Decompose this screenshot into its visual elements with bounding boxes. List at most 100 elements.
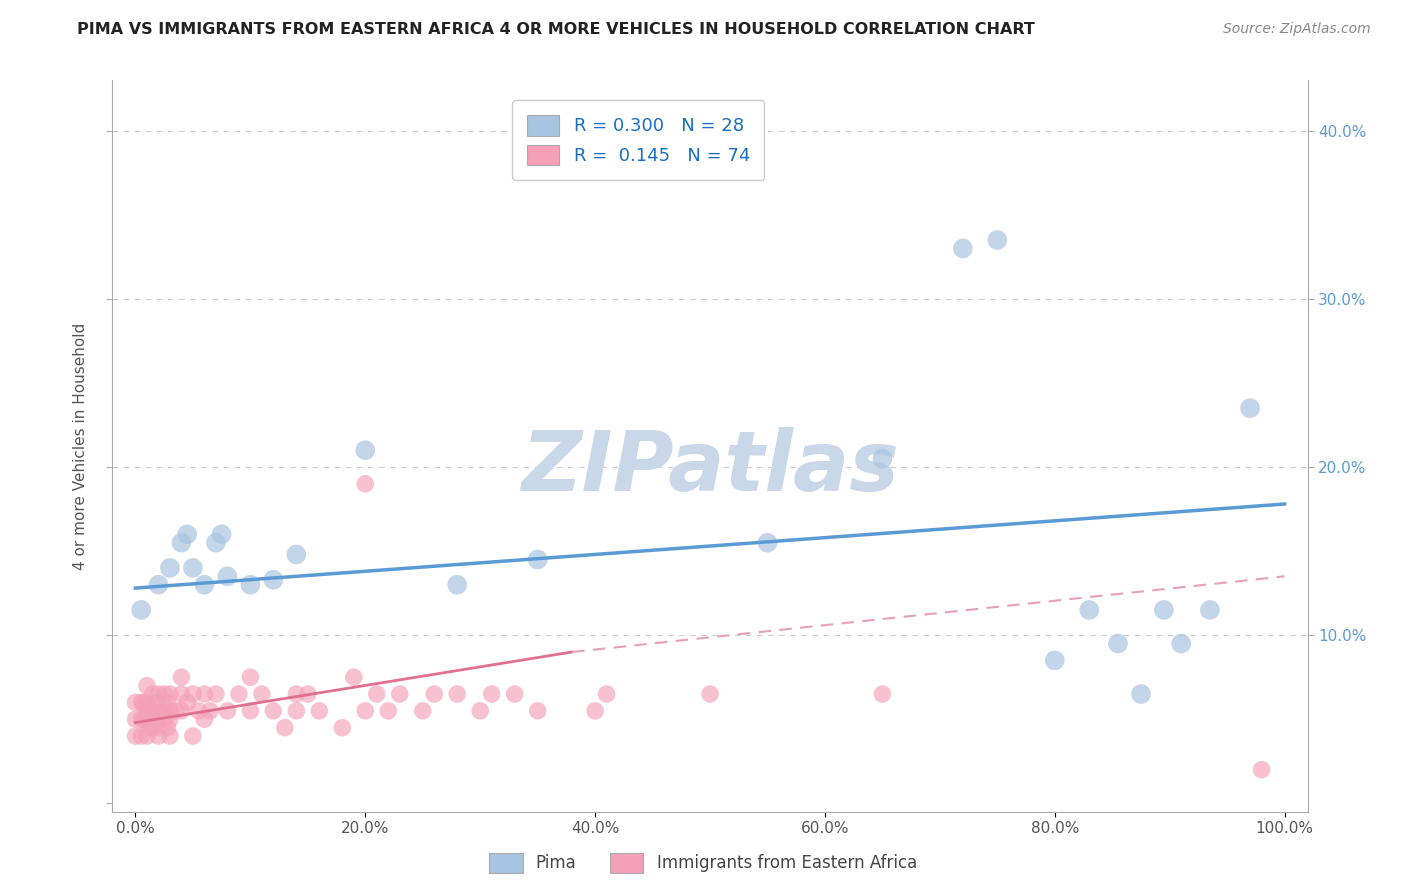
Point <box>952 242 974 256</box>
Point <box>148 578 170 592</box>
Point <box>211 527 233 541</box>
Point <box>142 721 165 735</box>
Point <box>156 695 179 709</box>
Point <box>176 695 198 709</box>
Point <box>1043 653 1066 667</box>
Point <box>412 704 434 718</box>
Point <box>1170 636 1192 650</box>
Point <box>872 451 894 466</box>
Point <box>129 695 152 709</box>
Point <box>297 687 319 701</box>
Text: ZIPatlas: ZIPatlas <box>522 427 898 508</box>
Point <box>148 687 170 701</box>
Point <box>285 687 308 701</box>
Point <box>148 721 170 735</box>
Point <box>699 687 721 701</box>
Point <box>181 687 204 701</box>
Point <box>228 687 250 701</box>
Point <box>377 704 399 718</box>
Point <box>205 687 228 701</box>
Point <box>354 704 377 718</box>
Point <box>145 695 167 709</box>
Point <box>181 729 204 743</box>
Point <box>1153 603 1175 617</box>
Point <box>1239 401 1261 416</box>
Point <box>187 704 209 718</box>
Point <box>170 670 193 684</box>
Point <box>1199 603 1222 617</box>
Point <box>170 535 193 549</box>
Point <box>872 687 894 701</box>
Point <box>217 704 239 718</box>
Point <box>136 729 159 743</box>
Point <box>148 704 170 718</box>
Point <box>239 704 262 718</box>
Point <box>145 712 167 726</box>
Point <box>285 704 308 718</box>
Point <box>165 704 187 718</box>
Point <box>170 687 193 701</box>
Point <box>1107 636 1129 650</box>
Point <box>138 721 160 735</box>
Point <box>193 712 215 726</box>
Point <box>136 712 159 726</box>
Point <box>181 561 204 575</box>
Legend: R = 0.300   N = 28, R =  0.145   N = 74: R = 0.300 N = 28, R = 0.145 N = 74 <box>512 100 765 180</box>
Legend: Pima, Immigrants from Eastern Africa: Pima, Immigrants from Eastern Africa <box>482 847 924 880</box>
Point <box>1129 687 1152 701</box>
Point <box>239 670 262 684</box>
Point <box>153 704 176 718</box>
Point <box>159 729 181 743</box>
Y-axis label: 4 or more Vehicles in Household: 4 or more Vehicles in Household <box>73 322 89 570</box>
Point <box>129 712 152 726</box>
Point <box>262 704 284 718</box>
Point <box>132 695 155 709</box>
Point <box>343 670 366 684</box>
Point <box>986 233 1008 247</box>
Point <box>217 569 239 583</box>
Point <box>159 712 181 726</box>
Point <box>148 729 170 743</box>
Point <box>239 578 262 592</box>
Point <box>470 704 492 718</box>
Point <box>136 704 159 718</box>
Point <box>274 721 297 735</box>
Point <box>129 729 152 743</box>
Point <box>366 687 388 701</box>
Point <box>481 687 503 701</box>
Point <box>124 695 146 709</box>
Point <box>1078 603 1101 617</box>
Point <box>124 729 146 743</box>
Point <box>583 704 606 718</box>
Point <box>595 687 617 701</box>
Point <box>159 687 181 701</box>
Point <box>132 712 155 726</box>
Point <box>503 687 526 701</box>
Point <box>153 712 176 726</box>
Point <box>423 687 446 701</box>
Point <box>308 704 330 718</box>
Point <box>136 679 159 693</box>
Point <box>193 578 215 592</box>
Point <box>262 573 284 587</box>
Point <box>756 535 779 549</box>
Point <box>388 687 411 701</box>
Point <box>526 552 548 566</box>
Point <box>1250 763 1272 777</box>
Point <box>142 687 165 701</box>
Point <box>285 548 308 562</box>
Point <box>193 687 215 701</box>
Point <box>153 687 176 701</box>
Point <box>250 687 273 701</box>
Point <box>142 704 165 718</box>
Point <box>129 603 152 617</box>
Point <box>136 695 159 709</box>
Point <box>205 535 228 549</box>
Point <box>330 721 353 735</box>
Point <box>446 687 468 701</box>
Text: PIMA VS IMMIGRANTS FROM EASTERN AFRICA 4 OR MORE VEHICLES IN HOUSEHOLD CORRELATI: PIMA VS IMMIGRANTS FROM EASTERN AFRICA 4… <box>77 22 1035 37</box>
Point <box>170 704 193 718</box>
Point <box>159 561 181 575</box>
Point <box>198 704 221 718</box>
Point <box>124 712 146 726</box>
